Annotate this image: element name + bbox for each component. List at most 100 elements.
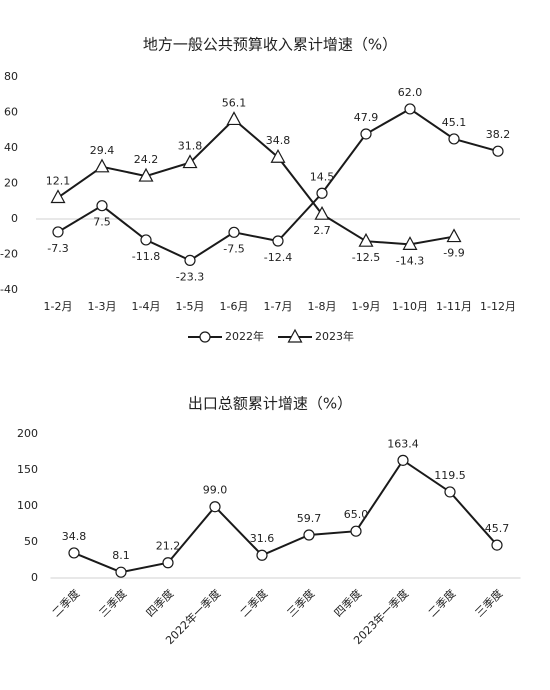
y-tick-label: 0: [31, 571, 38, 584]
x-tick-label: 四季度: [331, 586, 364, 619]
x-tick-label: 三季度: [284, 586, 317, 619]
value-label: 14.5: [310, 170, 335, 183]
circle-marker: [228, 226, 240, 238]
value-label: 7.5: [93, 216, 111, 229]
circle-marker: [184, 254, 196, 266]
x-tick-label: 1-8月: [308, 300, 337, 313]
x-tick-label: 1-12月: [480, 300, 516, 313]
value-label: -12.5: [352, 251, 380, 264]
x-tick-label: 二季度: [49, 586, 82, 619]
circle-marker: [397, 454, 409, 466]
circle-marker: [404, 103, 416, 115]
triangle-marker: [138, 167, 154, 182]
circle-marker: [96, 200, 108, 212]
triangle-marker: [270, 148, 286, 163]
y-tick-label: 40: [4, 141, 18, 154]
triangle-marker: [314, 205, 330, 220]
x-tick-label: 三季度: [96, 586, 129, 619]
y-tick-label: -20: [0, 248, 18, 261]
y-tick-label: 60: [4, 106, 18, 119]
value-label: 21.2: [156, 540, 181, 553]
y-tick-label: 50: [24, 535, 38, 548]
value-label: 34.8: [266, 134, 291, 147]
legend-marker: [287, 328, 303, 343]
value-label: 38.2: [486, 128, 511, 141]
value-label: -9.9: [443, 247, 464, 260]
circle-marker: [350, 525, 362, 537]
x-tick-label: 二季度: [237, 586, 270, 619]
y-tick-label: 150: [17, 463, 38, 476]
x-tick-label: 1-7月: [264, 300, 293, 313]
circle-marker: [68, 547, 80, 559]
y-tick-label: 80: [4, 70, 18, 83]
value-label: 31.8: [178, 140, 203, 153]
y-tick-label: 0: [11, 212, 18, 225]
value-label: 34.8: [62, 530, 87, 543]
legend-label: 2022年: [225, 329, 264, 343]
circle-marker: [448, 133, 460, 145]
circle-marker: [209, 501, 221, 513]
chart-title: 地方一般公共预算收入累计增速（%）: [143, 36, 397, 54]
y-tick-label: 100: [17, 499, 38, 512]
x-tick-label: 二季度: [425, 586, 458, 619]
circle-marker: [256, 549, 268, 561]
value-label: -7.3: [47, 242, 68, 255]
value-label: -23.3: [176, 270, 204, 283]
value-label: 45.7: [485, 522, 510, 535]
value-label: 99.0: [203, 484, 228, 497]
value-label: 59.7: [297, 512, 322, 525]
x-tick-label: 1-6月: [220, 300, 249, 313]
value-label: 65.0: [344, 508, 369, 521]
value-label: 29.4: [90, 144, 115, 157]
value-label: 31.6: [250, 532, 275, 545]
x-tick-label: 1-10月: [392, 300, 428, 313]
triangle-marker: [50, 189, 66, 204]
chart-title: 出口总额累计增速（%）: [188, 395, 352, 413]
value-label: 12.1: [46, 175, 71, 188]
circle-marker: [316, 187, 328, 199]
legend-marker: [199, 331, 211, 343]
x-tick-label: 1-4月: [132, 300, 161, 313]
value-label: -14.3: [396, 254, 424, 267]
circle-marker: [444, 486, 456, 498]
x-tick-label: 1-3月: [88, 300, 117, 313]
triangle-marker: [182, 154, 198, 169]
value-label: 47.9: [354, 111, 379, 124]
x-tick-label: 三季度: [472, 586, 505, 619]
circle-marker: [360, 128, 372, 140]
circle-marker: [140, 234, 152, 246]
x-tick-label: 1-2月: [44, 300, 73, 313]
triangle-marker: [226, 111, 242, 126]
circle-marker: [491, 539, 503, 551]
x-tick-label: 1-5月: [176, 300, 205, 313]
value-label: -7.5: [223, 242, 244, 255]
value-label: 8.1: [112, 549, 130, 562]
series-line: [57, 118, 455, 246]
value-label: 62.0: [398, 86, 423, 99]
value-label: -11.8: [132, 250, 160, 263]
circle-marker: [115, 566, 127, 578]
x-tick-label: 1-11月: [436, 300, 472, 313]
circle-marker: [492, 145, 504, 157]
y-tick-label: -40: [0, 283, 18, 296]
legend-label: 2023年: [315, 329, 354, 343]
triangle-marker: [446, 228, 462, 243]
y-tick-label: 20: [4, 177, 18, 190]
circle-marker: [272, 235, 284, 247]
circle-marker: [162, 557, 174, 569]
value-label: 163.4: [387, 437, 419, 450]
value-label: 24.2: [134, 153, 159, 166]
value-label: -12.4: [264, 251, 292, 264]
value-label: 119.5: [434, 469, 466, 482]
y-tick-label: 200: [17, 427, 38, 440]
circle-marker: [52, 226, 64, 238]
value-label: 45.1: [442, 116, 467, 129]
x-tick-label: 四季度: [143, 586, 176, 619]
circle-marker: [303, 529, 315, 541]
triangle-marker: [94, 158, 110, 173]
triangle-marker: [402, 236, 418, 250]
series-line: [73, 458, 498, 574]
value-label: 56.1: [222, 96, 247, 109]
triangle-marker: [358, 232, 374, 247]
